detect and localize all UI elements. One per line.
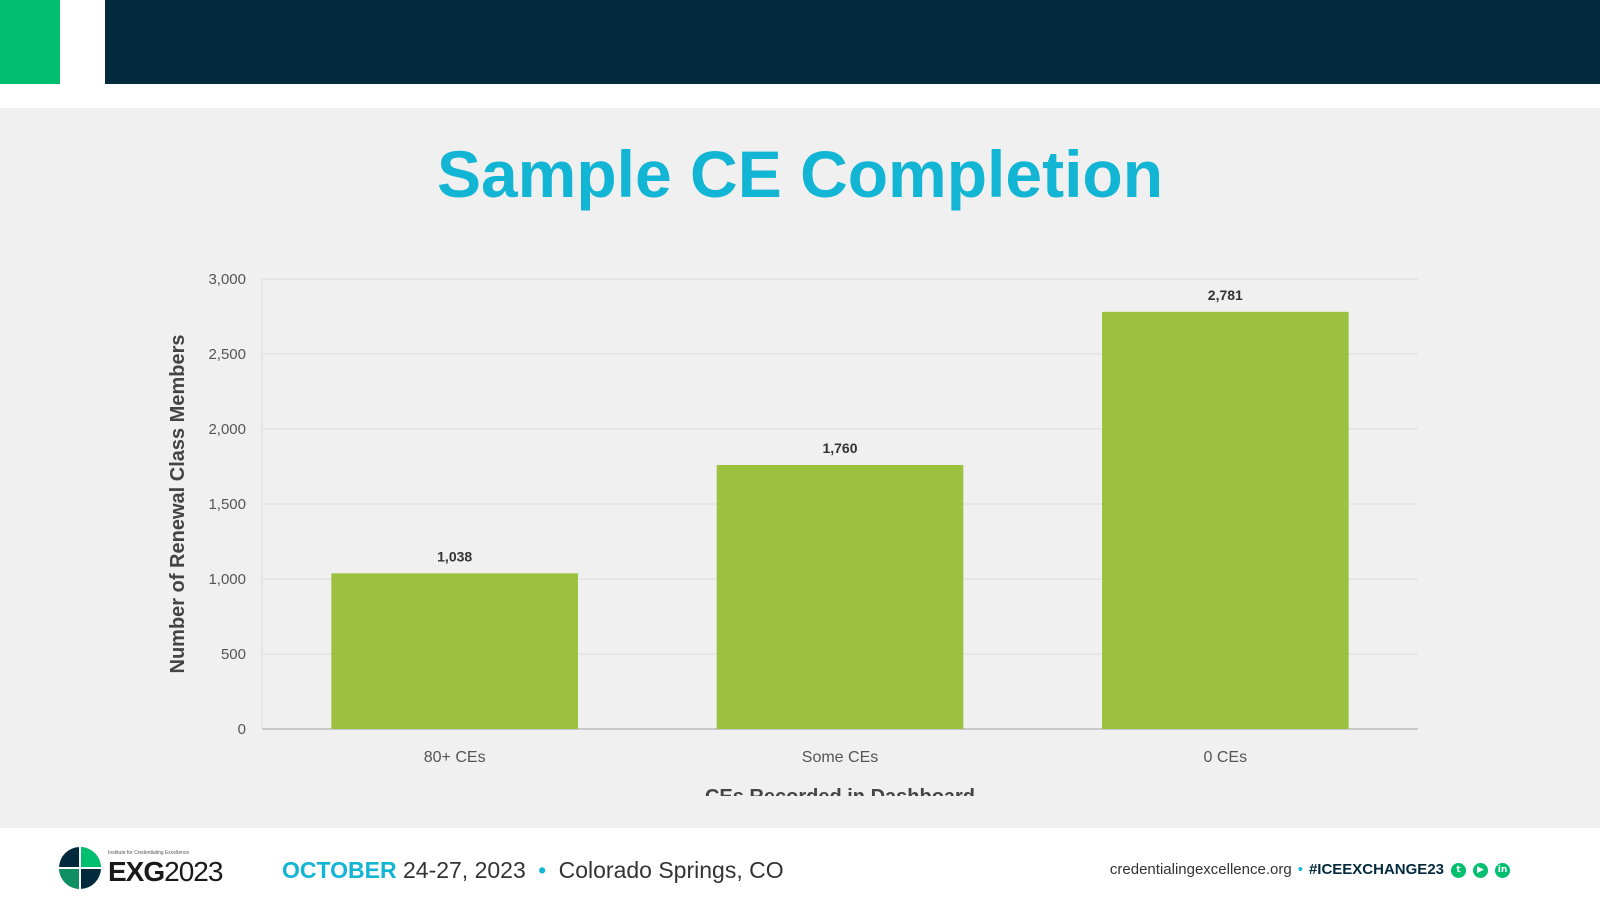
- bar: [331, 573, 578, 729]
- y-tick-label: 0: [238, 721, 246, 738]
- footer: [0, 828, 1600, 900]
- bar-value-labels: 1,038 1,760 2,781: [437, 287, 1243, 564]
- logo-text: EXG2023: [108, 856, 223, 888]
- x-tick-label: 80+ CEs: [424, 749, 486, 766]
- bars: [331, 311, 1349, 729]
- bar-value-label: 2,781: [1208, 287, 1243, 303]
- y-tick-label: 1,000: [208, 571, 246, 588]
- logo-tagline: Institute for Credentialing Excellence: [108, 850, 190, 856]
- linkedin-icon[interactable]: in: [1495, 862, 1510, 878]
- top-accent-block: [0, 0, 60, 84]
- x-tick-label: Some CEs: [802, 749, 878, 766]
- y-tick-label: 3,000: [208, 271, 246, 288]
- y-tick-label: 500: [221, 646, 246, 663]
- bar-value-label: 1,760: [822, 440, 857, 456]
- twitter-icon[interactable]: t: [1451, 862, 1466, 878]
- bar: [1102, 311, 1349, 729]
- event-month: OCTOBER: [282, 857, 397, 883]
- slide-title: Sample CE Completion: [436, 137, 1164, 211]
- y-axis-label: Number of Renewal Class Members: [167, 335, 189, 674]
- youtube-icon[interactable]: ▶: [1473, 862, 1488, 878]
- globe-logo-icon: [59, 847, 101, 889]
- social-info: credentialingexcellence.org • #ICEEXCHAN…: [1110, 860, 1510, 880]
- y-tick-label: 2,000: [208, 421, 246, 438]
- event-logo: Institute for Credentialing Excellence E…: [58, 846, 228, 890]
- logo-bold-text: EXG: [108, 856, 165, 887]
- logo-year: 2023: [164, 856, 223, 887]
- y-tick-label: 1,500: [208, 496, 246, 513]
- event-separator: •: [538, 857, 547, 883]
- event-location: Colorado Springs, CO: [558, 857, 784, 883]
- event-hashtag: #ICEEXCHANGE23: [1308, 861, 1444, 878]
- bar-value-label: 1,038: [437, 548, 472, 564]
- event-dates: 24-27, 2023: [402, 857, 526, 883]
- social-separator: •: [1297, 861, 1303, 878]
- website-link[interactable]: credentialingexcellence.org: [1109, 861, 1292, 878]
- x-axis-label: CEs Recorded in Dashboard: [705, 786, 975, 808]
- y-tick-label: 2,500: [208, 346, 246, 363]
- bar: [716, 465, 964, 729]
- top-header-bar: [105, 0, 1600, 84]
- x-tick-label: 0 CEs: [1204, 749, 1248, 766]
- y-axis-ticks: 0 500 1,000 1,500 2,000 2,500 3,000: [208, 271, 246, 738]
- event-info: OCTOBER 24-27, 2023 • Colorado Springs, …: [282, 855, 784, 885]
- x-axis-ticks: 80+ CEs Some CEs 0 CEs: [424, 749, 1247, 766]
